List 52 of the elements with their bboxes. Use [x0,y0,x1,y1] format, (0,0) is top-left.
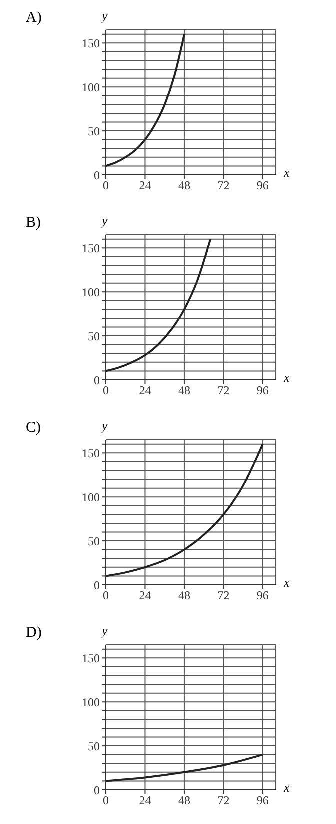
y-tick-label: 0 [94,168,100,182]
chart-title: B) [26,215,41,232]
y-tick-label: 50 [88,739,100,754]
y-axis-title: y [102,8,108,24]
x-tick-label: 72 [218,384,230,398]
y-axis-title: y [102,418,108,434]
x-tick-label: 24 [139,794,152,808]
x-tick-label: 24 [139,384,152,398]
line-series [106,238,212,372]
x-tick-label: 48 [178,384,190,398]
y-tick-label: 50 [88,534,100,548]
x-tick-label: 96 [256,588,269,603]
x-axis-title: x [284,165,290,181]
y-tick-label: 0 [94,373,100,388]
y-tick-label: 0 [94,578,100,592]
y-tick-label: 50 [88,124,100,138]
chart-title: C) [26,420,41,437]
x-tick-label: 96 [256,178,269,193]
x-tick-label: 24 [139,178,152,193]
line-series [106,33,186,168]
y-tick-label: 150 [82,241,100,256]
chart-title: A) [26,10,42,27]
x-tick-label: 48 [178,794,190,808]
y-tick-label: 150 [82,651,100,666]
x-axis-title: x [284,370,290,386]
line-series [106,754,264,782]
x-axis-title: x [284,575,290,591]
y-tick-label: 100 [82,490,100,504]
y-tick-label: 150 [82,446,100,460]
y-tick-label: 150 [82,36,100,50]
x-tick-label: 96 [256,384,269,398]
x-tick-label: 48 [178,588,190,603]
x-tick-label: 96 [256,794,269,808]
x-tick-label: 72 [218,178,230,193]
x-tick-label: 72 [218,588,230,603]
chart-title: D) [26,625,42,642]
y-tick-label: 100 [82,285,100,300]
x-tick-label: 24 [139,588,152,603]
x-tick-label: 0 [103,178,109,193]
y-tick-label: 100 [82,80,100,94]
x-tick-label: 72 [218,794,230,808]
x-axis-title: x [284,780,290,796]
line-series [106,443,264,578]
y-axis-title: y [102,623,108,639]
x-tick-label: 0 [103,588,109,603]
y-axis-title: y [102,213,108,229]
y-tick-label: 50 [88,329,100,344]
x-tick-label: 0 [103,384,109,398]
x-tick-label: 0 [103,794,109,808]
y-tick-label: 0 [94,783,100,798]
x-tick-label: 48 [178,178,190,193]
y-tick-label: 100 [82,695,100,710]
